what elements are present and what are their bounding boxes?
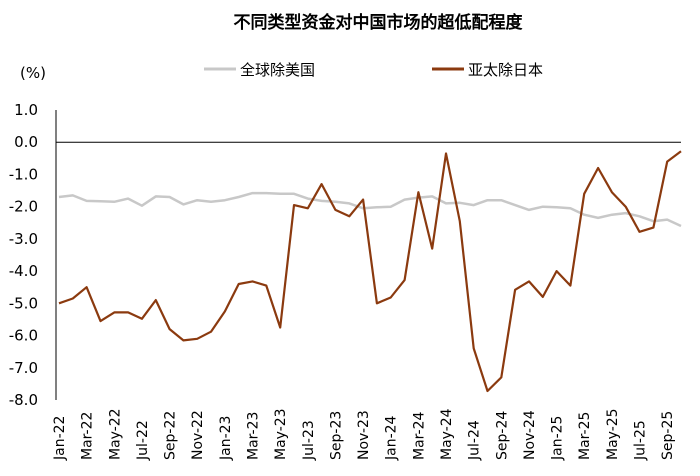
chart-title: 不同类型资金对中国市场的超低配程度 <box>234 12 524 33</box>
x-tick-label: May-22 <box>107 408 123 460</box>
x-tick-label: Sep-23 <box>328 411 344 460</box>
x-tick-label: May-25 <box>605 408 621 460</box>
x-tick-label: Jan-24 <box>384 415 400 461</box>
x-tick-label: May-24 <box>439 408 455 460</box>
y-tick-label: 1.0 <box>14 101 38 119</box>
y-tick-label: -2.0 <box>9 198 38 216</box>
x-tick-label: Jan-23 <box>218 416 234 461</box>
series-layer <box>58 150 682 393</box>
x-tick-label: Mar-23 <box>246 412 262 460</box>
y-axis-unit-label: (%) <box>20 64 46 82</box>
x-tick-label: May-23 <box>273 408 289 460</box>
x-tick-label: Sep-25 <box>660 411 676 460</box>
y-tick-label: -1.0 <box>9 165 38 183</box>
y-tick-label: 0.0 <box>14 133 38 151</box>
x-tick-label: Sep-24 <box>494 411 510 460</box>
x-tick-label: Jul-24 <box>467 420 483 461</box>
x-tick-label: Jul-25 <box>633 420 649 461</box>
x-tick-label: Jan-22 <box>52 416 68 461</box>
x-tick-label: Jul-23 <box>301 420 317 461</box>
x-axis-ticks: Jan-22 Mar-22 May-22 Jul-22 Sep-22 Nov-22 Jan-… <box>52 408 676 461</box>
x-tick-label: Nov-24 <box>522 410 538 460</box>
x-tick-label: Nov-23 <box>356 410 372 460</box>
x-tick-label: Mar-25 <box>577 412 593 460</box>
legend: 全球除美国 亚太除日本 <box>204 61 543 79</box>
legend-label-apac-ex-japan: 亚太除日本 <box>468 61 543 79</box>
series-line-apac-ex-japan <box>58 150 682 393</box>
x-tick-label: Jan-25 <box>550 416 566 461</box>
y-tick-label: -8.0 <box>9 391 38 409</box>
legend-label-global-ex-us: 全球除美国 <box>240 61 315 79</box>
y-axis-ticks: 1.0 0.0 -1.0 -2.0 -3.0 -4.0 -5.0 -6.0 -7.0 -8.0 <box>9 101 38 409</box>
y-tick-label: -3.0 <box>9 230 38 248</box>
y-tick-label: -6.0 <box>9 327 38 345</box>
x-tick-label: Nov-22 <box>190 410 206 460</box>
series-line-global-ex-us <box>58 191 682 228</box>
x-tick-label: Jul-22 <box>135 420 151 461</box>
y-tick-label: -5.0 <box>9 294 38 312</box>
y-tick-label: -4.0 <box>9 262 38 280</box>
y-tick-label: -7.0 <box>9 359 38 377</box>
x-tick-label: Mar-24 <box>411 412 427 460</box>
x-tick-label: Mar-22 <box>80 412 96 460</box>
x-tick-label: Sep-22 <box>163 411 179 460</box>
